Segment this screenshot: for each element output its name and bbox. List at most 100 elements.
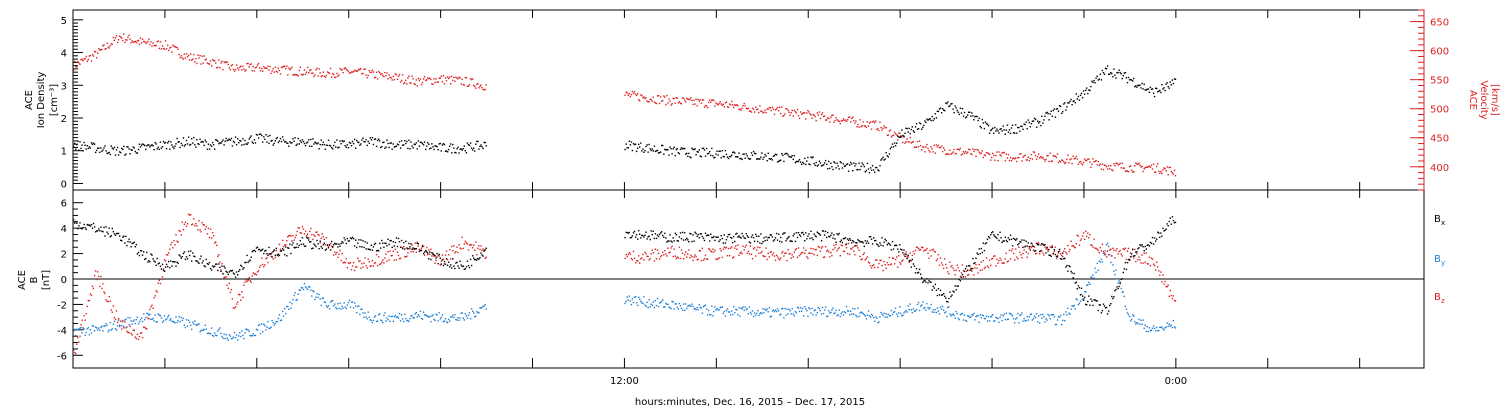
bz-series-point <box>627 253 629 256</box>
bz-series-point <box>693 256 695 258</box>
bz-series-point <box>762 255 764 257</box>
bx-series-point <box>1170 223 1172 225</box>
bz-series-point <box>787 249 789 251</box>
bz-series-point <box>418 248 421 251</box>
by-series-point <box>254 334 257 337</box>
bz-series-point <box>379 263 381 266</box>
density-series-point <box>476 140 478 143</box>
bz-series-point <box>782 250 784 253</box>
velocity-series-point <box>982 156 984 159</box>
velocity-series-point <box>1172 173 1175 175</box>
bz-series-point <box>360 267 362 269</box>
density-series-point <box>705 147 708 150</box>
velocity-series-point <box>1167 174 1169 176</box>
bz-series-point <box>997 262 999 264</box>
by-series-point <box>332 299 334 302</box>
bz-series-point <box>298 227 300 229</box>
density-series-point <box>279 137 282 140</box>
density-series-point <box>317 142 319 144</box>
density-series-point <box>677 152 680 154</box>
bz-series-point <box>340 259 342 262</box>
bz-series-point <box>1121 255 1123 257</box>
bx-series-point <box>672 237 674 239</box>
velocity-series-point <box>723 106 725 108</box>
density-series-point <box>237 138 239 140</box>
bx-series-point <box>968 265 970 267</box>
by-series-point <box>883 312 885 315</box>
bz-series-point <box>930 255 932 257</box>
bx-series-point <box>954 285 956 287</box>
bz-series-point <box>869 265 872 267</box>
bz-series-point <box>732 257 734 259</box>
by-series-point <box>443 320 446 322</box>
bz-series-point <box>701 247 704 249</box>
velocity-series-point <box>875 120 877 122</box>
bx-series-point <box>346 237 348 240</box>
density-series-point <box>379 140 381 142</box>
bz-series-point <box>1164 280 1166 283</box>
velocity-series-point <box>898 132 900 134</box>
density-series-point <box>129 153 131 155</box>
bx-series-point <box>1053 249 1056 251</box>
by-series-point <box>673 308 675 310</box>
bz-series-point <box>838 247 840 249</box>
density-series-point <box>84 144 86 146</box>
velocity-series-point <box>1010 160 1013 162</box>
density-series-point <box>855 163 857 165</box>
density-series-point <box>827 168 829 170</box>
bz-series-point <box>368 261 370 263</box>
bx-series-point <box>1009 234 1012 236</box>
velocity-series-point <box>945 153 947 156</box>
bx-series-point <box>1034 250 1037 252</box>
by-series-point <box>223 333 225 335</box>
bz-series-point <box>810 247 812 250</box>
bz-series-point <box>1031 243 1034 245</box>
bx-series-point <box>367 248 369 250</box>
density-series-point <box>939 107 942 109</box>
velocity-series-point <box>92 55 95 57</box>
bx-series-point <box>680 238 683 240</box>
bx-series-point <box>402 247 404 249</box>
velocity-series-point <box>1098 164 1100 167</box>
bz-series-point <box>199 229 201 231</box>
density-series-point <box>160 147 163 149</box>
density-series-point <box>1149 86 1152 88</box>
by-series-point <box>651 304 653 306</box>
by-series-point <box>662 299 664 301</box>
density-series-point <box>107 152 109 154</box>
velocity-series-point <box>1153 171 1156 173</box>
bx-series-point <box>1000 237 1002 239</box>
by-series-point <box>400 314 403 316</box>
velocity-series-point <box>1134 165 1136 167</box>
velocity-series-point <box>1106 168 1109 170</box>
bx-series-point <box>1137 248 1139 250</box>
by-series-point <box>388 315 390 317</box>
velocity-series-point <box>1025 159 1027 161</box>
bz-series-point <box>247 279 249 281</box>
velocity-series-point <box>428 77 430 80</box>
by-series-point <box>209 332 212 335</box>
by-series-point <box>792 313 794 315</box>
by-series-point <box>750 313 753 315</box>
bz-series-point <box>392 250 394 252</box>
bx-series-point <box>663 236 665 238</box>
by-series-point <box>1019 314 1021 317</box>
bx-series-point <box>866 240 869 242</box>
bx-series-point <box>234 276 237 278</box>
velocity-series-point <box>1087 158 1089 160</box>
bz-series-point <box>264 264 266 266</box>
velocity-series-point <box>924 151 926 153</box>
density-series-point <box>913 131 916 133</box>
by-series-point <box>230 337 233 340</box>
velocity-series-point <box>289 69 291 71</box>
bx-series-point <box>631 235 634 237</box>
by-series-point <box>935 311 938 314</box>
bz-series-point <box>1079 239 1082 242</box>
density-series-point <box>413 143 415 145</box>
bx-series-point <box>767 236 769 239</box>
by-series-point <box>158 314 160 316</box>
bz-series-point <box>863 252 865 254</box>
bz-series-point <box>679 257 682 260</box>
density-series-point <box>1039 121 1041 123</box>
bz-series-point <box>322 236 324 238</box>
